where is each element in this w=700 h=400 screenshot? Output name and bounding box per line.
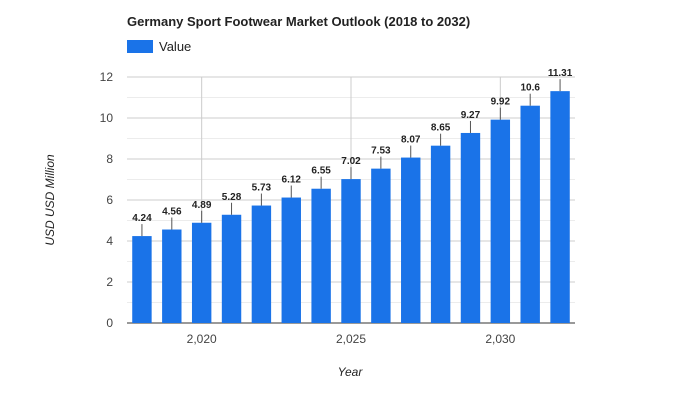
data-label: 4.56 (162, 207, 182, 218)
bar[interactable] (341, 179, 361, 323)
data-label: 5.73 (252, 183, 272, 194)
bar[interactable] (460, 132, 481, 323)
legend-label: Value (159, 39, 192, 54)
data-label: 7.53 (371, 146, 391, 157)
bar[interactable] (221, 214, 242, 323)
y-tick-label: 0 (106, 316, 113, 330)
x-axis-title: Year (338, 365, 364, 379)
y-tick-label: 8 (106, 152, 113, 166)
bar[interactable] (430, 145, 451, 323)
bar[interactable] (251, 205, 272, 323)
data-label: 6.12 (282, 175, 302, 186)
y-axis-title: USD USD Million (43, 154, 57, 246)
x-tick-label: 2,025 (336, 332, 366, 346)
bars (132, 91, 570, 324)
x-tick-label: 2,030 (485, 332, 515, 346)
bar[interactable] (520, 105, 540, 323)
y-tick-label: 2 (106, 275, 113, 289)
data-label: 4.89 (192, 200, 212, 211)
data-label: 9.27 (461, 110, 481, 121)
bar[interactable] (311, 188, 331, 323)
chart-title: Germany Sport Footwear Market Outlook (2… (127, 14, 471, 29)
bar[interactable] (281, 197, 301, 323)
x-tick-label: 2,020 (187, 332, 217, 346)
y-tick-label: 10 (100, 111, 114, 125)
data-label: 8.07 (401, 135, 421, 146)
data-label: 7.02 (341, 156, 361, 167)
bar[interactable] (191, 222, 212, 323)
legend-swatch (127, 40, 153, 53)
data-label: 4.24 (132, 213, 152, 224)
bar[interactable] (490, 119, 511, 323)
legend: Value (127, 39, 191, 54)
y-tick-label: 6 (106, 193, 113, 207)
data-label: 5.28 (222, 192, 242, 203)
bar[interactable] (371, 168, 391, 323)
data-label: 10.6 (520, 83, 540, 94)
data-label: 6.55 (311, 166, 331, 177)
bar[interactable] (132, 236, 152, 323)
data-label: 11.31 (548, 68, 573, 79)
y-tick-label: 4 (106, 234, 113, 248)
data-labels: 4.24 4.56 4.89 5.28 5.73 6.12 6.55 7.02 7.53 8.07… (132, 68, 573, 237)
y-tick-label: 12 (100, 70, 114, 84)
bar[interactable] (162, 229, 182, 323)
data-label: 9.92 (491, 97, 511, 108)
data-label: 8.65 (431, 123, 451, 134)
bar[interactable] (550, 91, 570, 324)
bar[interactable] (401, 157, 421, 323)
